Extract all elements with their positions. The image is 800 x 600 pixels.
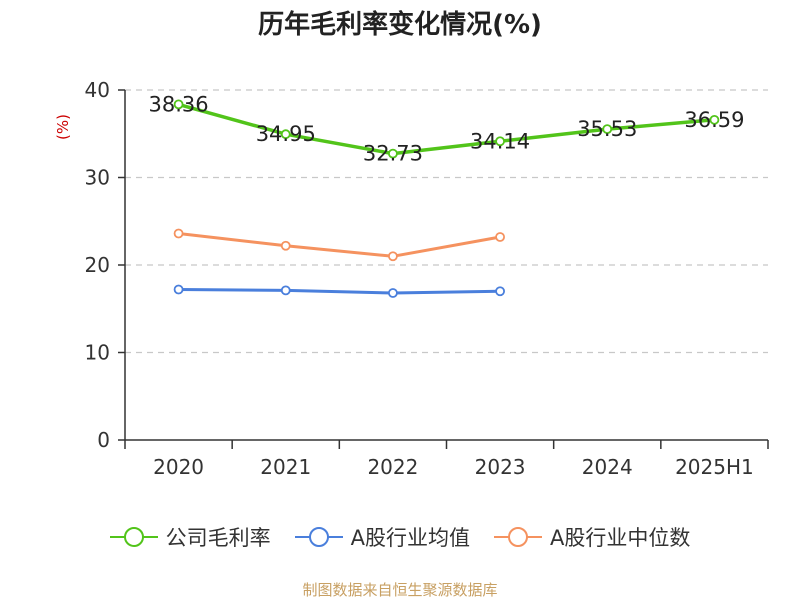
y-axis-label: (%)	[54, 114, 72, 140]
source-note: 制图数据来自恒生聚源数据库	[302, 581, 498, 599]
data-label: 34.95	[256, 122, 316, 146]
legend-marker	[123, 527, 144, 547]
data-point	[495, 232, 505, 242]
x-tick-label: 2020	[153, 455, 204, 479]
legend-label: 公司毛利率	[165, 526, 271, 550]
data-labels: 38.36 34.95 32.73 34.14 35.53 36.59	[149, 92, 745, 165]
data-point	[280, 129, 291, 140]
legend: 公司毛利率 A股行业均值 A股行业中位数	[0, 521, 800, 553]
series	[173, 99, 720, 298]
chart-title: 历年毛利率变化情况(%)	[258, 10, 542, 40]
data-point	[495, 286, 505, 297]
axes: 0 10 20 30 40 (%) 2020 2021 2022 2023 2024 2025H1	[54, 78, 769, 479]
legend-symbol	[494, 527, 542, 547]
legend-item[interactable]: 公司毛利率	[109, 522, 271, 552]
data-label: 32.73	[363, 142, 423, 166]
series-2	[173, 228, 505, 262]
legend-label: A股行业均值	[350, 526, 470, 550]
data-point	[388, 288, 398, 298]
data-point	[173, 99, 184, 110]
y-tick-label: 20	[85, 253, 110, 277]
legend-item[interactable]: A股行业均值	[294, 522, 470, 552]
data-point	[280, 285, 291, 296]
x-tick-label: 2023	[475, 455, 526, 479]
legend-item[interactable]: A股行业中位数	[494, 522, 690, 552]
data-point	[388, 148, 398, 159]
legend-symbol	[294, 527, 343, 547]
data-point	[280, 240, 291, 251]
y-tick-label: 40	[85, 78, 110, 102]
data-point	[388, 251, 398, 262]
series-line	[178, 288, 501, 295]
y-tick-label: 10	[85, 341, 110, 365]
data-point	[173, 228, 184, 239]
y-tick-label: 0	[97, 428, 110, 452]
x-tick-label: 2024	[582, 455, 633, 479]
data-point	[709, 114, 720, 125]
data-label: 34.14	[470, 129, 530, 153]
series-line	[178, 102, 715, 156]
x-tick-label: 2022	[367, 455, 418, 479]
series-1	[173, 284, 505, 298]
grid-lines	[125, 89, 768, 354]
x-tick-label: 2025H1	[675, 455, 754, 479]
x-tick-label: 2021	[260, 455, 311, 479]
data-label: 35.53	[577, 117, 637, 141]
data-point	[495, 136, 505, 147]
data-label: 36.59	[684, 108, 744, 132]
series-0	[173, 99, 720, 159]
legend-marker	[508, 527, 528, 547]
legend-marker	[308, 527, 329, 547]
data-label: 38.36	[149, 92, 209, 116]
data-point	[173, 284, 184, 295]
legend-symbol	[109, 527, 158, 547]
y-tick-label: 30	[85, 166, 110, 190]
series-line	[178, 232, 501, 258]
data-point	[602, 124, 613, 135]
legend-label: A股行业中位数	[550, 526, 691, 550]
